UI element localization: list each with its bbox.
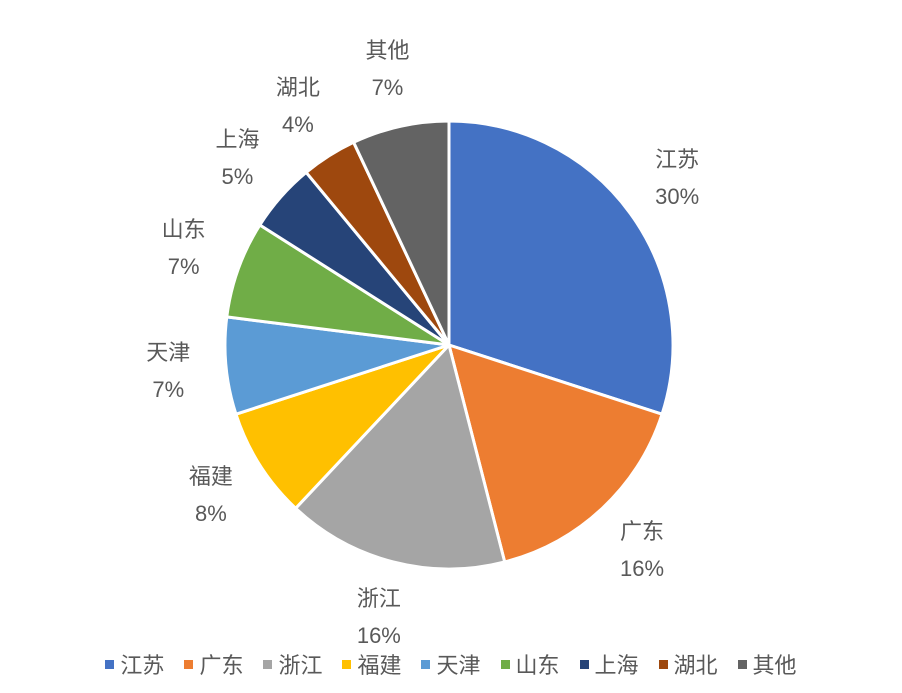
legend-label: 上海 bbox=[594, 654, 639, 679]
legend-label: 福建 bbox=[357, 654, 402, 679]
data-label-category: 其他 bbox=[365, 38, 410, 64]
legend-label: 浙江 bbox=[278, 654, 323, 679]
data-label-category: 浙江 bbox=[356, 587, 401, 613]
data-label-5: 山东 7% bbox=[162, 213, 206, 285]
data-label-3: 福建 8% bbox=[189, 460, 233, 532]
data-label-0: 江苏 30% bbox=[655, 143, 699, 215]
legend-swatch bbox=[737, 659, 747, 669]
data-label-category: 福建 bbox=[188, 465, 233, 491]
legend-swatch bbox=[658, 659, 668, 669]
data-label-6: 上海 5% bbox=[215, 123, 259, 195]
data-label-value: 5% bbox=[221, 163, 254, 189]
data-label-category: 广东 bbox=[620, 519, 665, 545]
legend-swatch bbox=[105, 659, 115, 669]
legend-item: 其他 bbox=[737, 648, 797, 680]
data-label-category: 天津 bbox=[146, 340, 191, 366]
pie-slice-2 bbox=[294, 343, 507, 571]
legend-label: 湖北 bbox=[673, 654, 718, 679]
legend-item: 天津 bbox=[421, 648, 481, 680]
legend-item: 江苏 bbox=[105, 648, 164, 680]
data-label-value: 7% bbox=[167, 254, 200, 280]
legend-swatch bbox=[500, 659, 510, 669]
data-label-value: 16% bbox=[620, 555, 665, 581]
data-label-value: 7% bbox=[371, 74, 404, 100]
legend-swatch bbox=[342, 659, 352, 669]
data-label-value: 8% bbox=[194, 501, 227, 527]
legend-item: 上海 bbox=[579, 648, 639, 680]
data-label-category: 江苏 bbox=[655, 148, 700, 174]
data-label-4: 天津 7% bbox=[146, 336, 190, 408]
legend-label: 天津 bbox=[436, 654, 481, 679]
pie-slice-0 bbox=[447, 119, 675, 416]
data-label-8: 其他 7% bbox=[365, 34, 409, 106]
pie-slice-1 bbox=[447, 343, 664, 564]
legend-label: 其他 bbox=[752, 654, 797, 679]
legend-swatch bbox=[421, 659, 431, 669]
data-label-category: 湖北 bbox=[275, 75, 320, 101]
data-label-category: 上海 bbox=[215, 127, 260, 153]
legend-item: 浙江 bbox=[263, 648, 322, 680]
data-label-value: 4% bbox=[281, 111, 314, 137]
legend-label: 山东 bbox=[515, 654, 560, 679]
legend-item: 湖北 bbox=[658, 648, 718, 680]
data-label-1: 广东 16% bbox=[620, 515, 664, 587]
legend-item: 广东 bbox=[184, 648, 243, 680]
data-label-value: 7% bbox=[152, 376, 185, 402]
legend-label: 江苏 bbox=[120, 654, 165, 679]
data-label-7: 湖北 4% bbox=[276, 71, 320, 143]
data-label-category: 山东 bbox=[161, 218, 206, 244]
data-label-2: 浙江 16% bbox=[357, 582, 401, 654]
legend-item: 福建 bbox=[342, 648, 401, 680]
pie-slice-3 bbox=[234, 343, 451, 510]
legend: 江苏 广东 浙江 福建 天津 山东 上海 湖北 其他 bbox=[0, 644, 902, 684]
pie-slice-8 bbox=[352, 119, 451, 347]
legend-swatch bbox=[263, 659, 273, 669]
legend-swatch bbox=[184, 659, 194, 669]
legend-item: 山东 bbox=[500, 648, 560, 680]
legend-label: 广东 bbox=[199, 654, 244, 679]
legend-swatch bbox=[579, 659, 589, 669]
data-label-value: 30% bbox=[655, 184, 700, 210]
data-label-value: 16% bbox=[356, 623, 401, 649]
